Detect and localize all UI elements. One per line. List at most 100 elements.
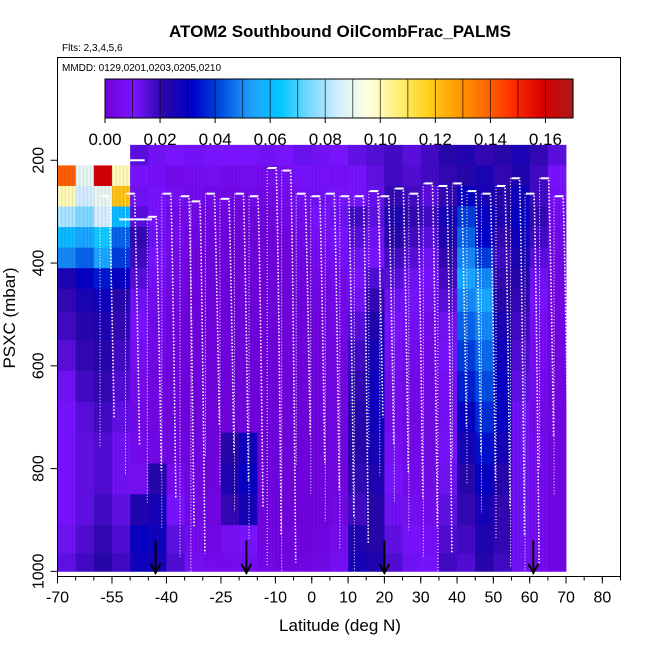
- heatmap-cell: [293, 340, 313, 372]
- heatmap-cell: [329, 553, 349, 572]
- heatmap-streak: [130, 165, 132, 567]
- colorbar-segment: [462, 79, 467, 118]
- heatmap-cell: [293, 370, 313, 403]
- heatmap-cell: [130, 340, 149, 372]
- heatmap-cell: [75, 185, 95, 207]
- colorbar-segment: [399, 79, 403, 118]
- heatmap-cell: [111, 288, 131, 313]
- chart-title: ATOM2 Southbound OilCombFrac_PALMS: [169, 22, 511, 41]
- heatmap-cell: [275, 206, 294, 228]
- colorbar-tick-label: 0.02: [144, 130, 177, 149]
- colorbar-segment: [242, 79, 246, 118]
- colorbar-segment: [184, 79, 189, 118]
- heatmap-cell: [257, 494, 276, 526]
- heatmap-cell: [529, 311, 549, 341]
- colorbar-segment: [286, 79, 291, 118]
- heatmap-cell: [311, 144, 331, 166]
- x-tick-label: 20: [376, 590, 394, 607]
- heatmap-cell: [239, 288, 258, 313]
- heatmap-streak: [300, 165, 303, 567]
- heatmap-cell: [311, 206, 331, 228]
- heatmap-cell: [457, 268, 476, 290]
- heatmap-cell: [75, 247, 95, 269]
- heatmap-cell: [220, 288, 240, 313]
- colorbar-segment: [545, 79, 549, 118]
- heatmap-streak: [235, 165, 237, 567]
- flight-profile-traces: [99, 159, 569, 594]
- colorbar-segment: [484, 79, 489, 118]
- colorbar-segment: [333, 79, 337, 118]
- colorbar-segment: [160, 79, 164, 118]
- heatmap-streak: [75, 165, 77, 567]
- heatmap-streak: [195, 165, 197, 567]
- heatmap-cell: [184, 553, 204, 572]
- heatmap-streak: [319, 165, 321, 567]
- heatmap-streak: [337, 165, 339, 567]
- heatmap-cell: [457, 185, 476, 207]
- heatmap-cell: [384, 247, 403, 269]
- heatmap-cell: [420, 311, 440, 341]
- heatmap-cell: [93, 165, 113, 187]
- heatmap-streak: [493, 165, 495, 567]
- heatmap-streak: [228, 165, 230, 567]
- heatmap-cell: [366, 340, 385, 372]
- heatmap-cell: [493, 370, 512, 403]
- heatmap-cell: [511, 463, 531, 495]
- heatmap-streak: [268, 165, 270, 567]
- heatmap-cell: [220, 185, 240, 207]
- heatmap-cell: [75, 553, 95, 572]
- flight-marker-arrow: [527, 563, 540, 575]
- colorbar-segment: [226, 79, 230, 118]
- colorbar-tick-label: 0.14: [474, 130, 507, 149]
- heatmap-cell: [220, 463, 240, 495]
- heatmap-cell: [493, 206, 512, 228]
- heatmap-cell: [329, 340, 349, 372]
- heatmap-cell: [529, 247, 549, 269]
- heatmap-streak: [431, 165, 433, 567]
- heatmap-cell: [402, 553, 422, 572]
- heatmap-cell: [184, 247, 204, 269]
- heatmap-cell: [257, 370, 276, 403]
- colorbar-segment: [239, 79, 244, 118]
- colorbar-segment: [204, 79, 208, 118]
- heatmap-cell: [166, 494, 186, 526]
- heatmap-cell: [420, 401, 440, 434]
- heatmap-cell: [111, 247, 131, 269]
- colorbar-segment: [173, 79, 178, 118]
- heatmap-cell: [529, 463, 549, 495]
- heatmap-cell: [402, 494, 422, 526]
- heatmap-cell: [166, 463, 186, 495]
- y-tick-label: 1000: [31, 553, 48, 589]
- heatmap-cell: [57, 525, 77, 554]
- colorbar-segment: [138, 79, 142, 118]
- heatmap-cell: [384, 206, 403, 228]
- colorbar-segment: [380, 79, 384, 118]
- heatmap-cell: [202, 525, 222, 554]
- heatmap-streak: [500, 165, 502, 567]
- colorbar-segment: [451, 79, 456, 118]
- colorbar-segment: [305, 79, 310, 118]
- heatmap-cell: [475, 494, 494, 526]
- heatmap-cell: [511, 311, 531, 341]
- heatmap-cell: [475, 525, 494, 554]
- colorbar-segment: [369, 79, 373, 118]
- heatmap-streak: [504, 165, 506, 567]
- colorbar-segment: [363, 79, 368, 118]
- heatmap-streak: [68, 165, 70, 567]
- heatmap-cell: [184, 432, 204, 464]
- heatmap-streak: [199, 165, 201, 567]
- colorbar-segment: [487, 79, 492, 118]
- heatmap-cell: [402, 268, 422, 290]
- profile-trace: [438, 185, 453, 554]
- colorbar-segment: [358, 79, 362, 118]
- heatmap-streak: [540, 165, 542, 567]
- colorbar-segment: [473, 79, 478, 118]
- heatmap-streak: [217, 165, 219, 567]
- colorbar-segment: [418, 79, 423, 118]
- colorbar-segment: [405, 79, 409, 118]
- heatmap-cell: [511, 288, 531, 313]
- colorbar-segment: [432, 79, 436, 118]
- heatmap-streak: [377, 165, 379, 567]
- heatmap-cell: [402, 370, 422, 403]
- flight-marker-arrow: [378, 563, 391, 575]
